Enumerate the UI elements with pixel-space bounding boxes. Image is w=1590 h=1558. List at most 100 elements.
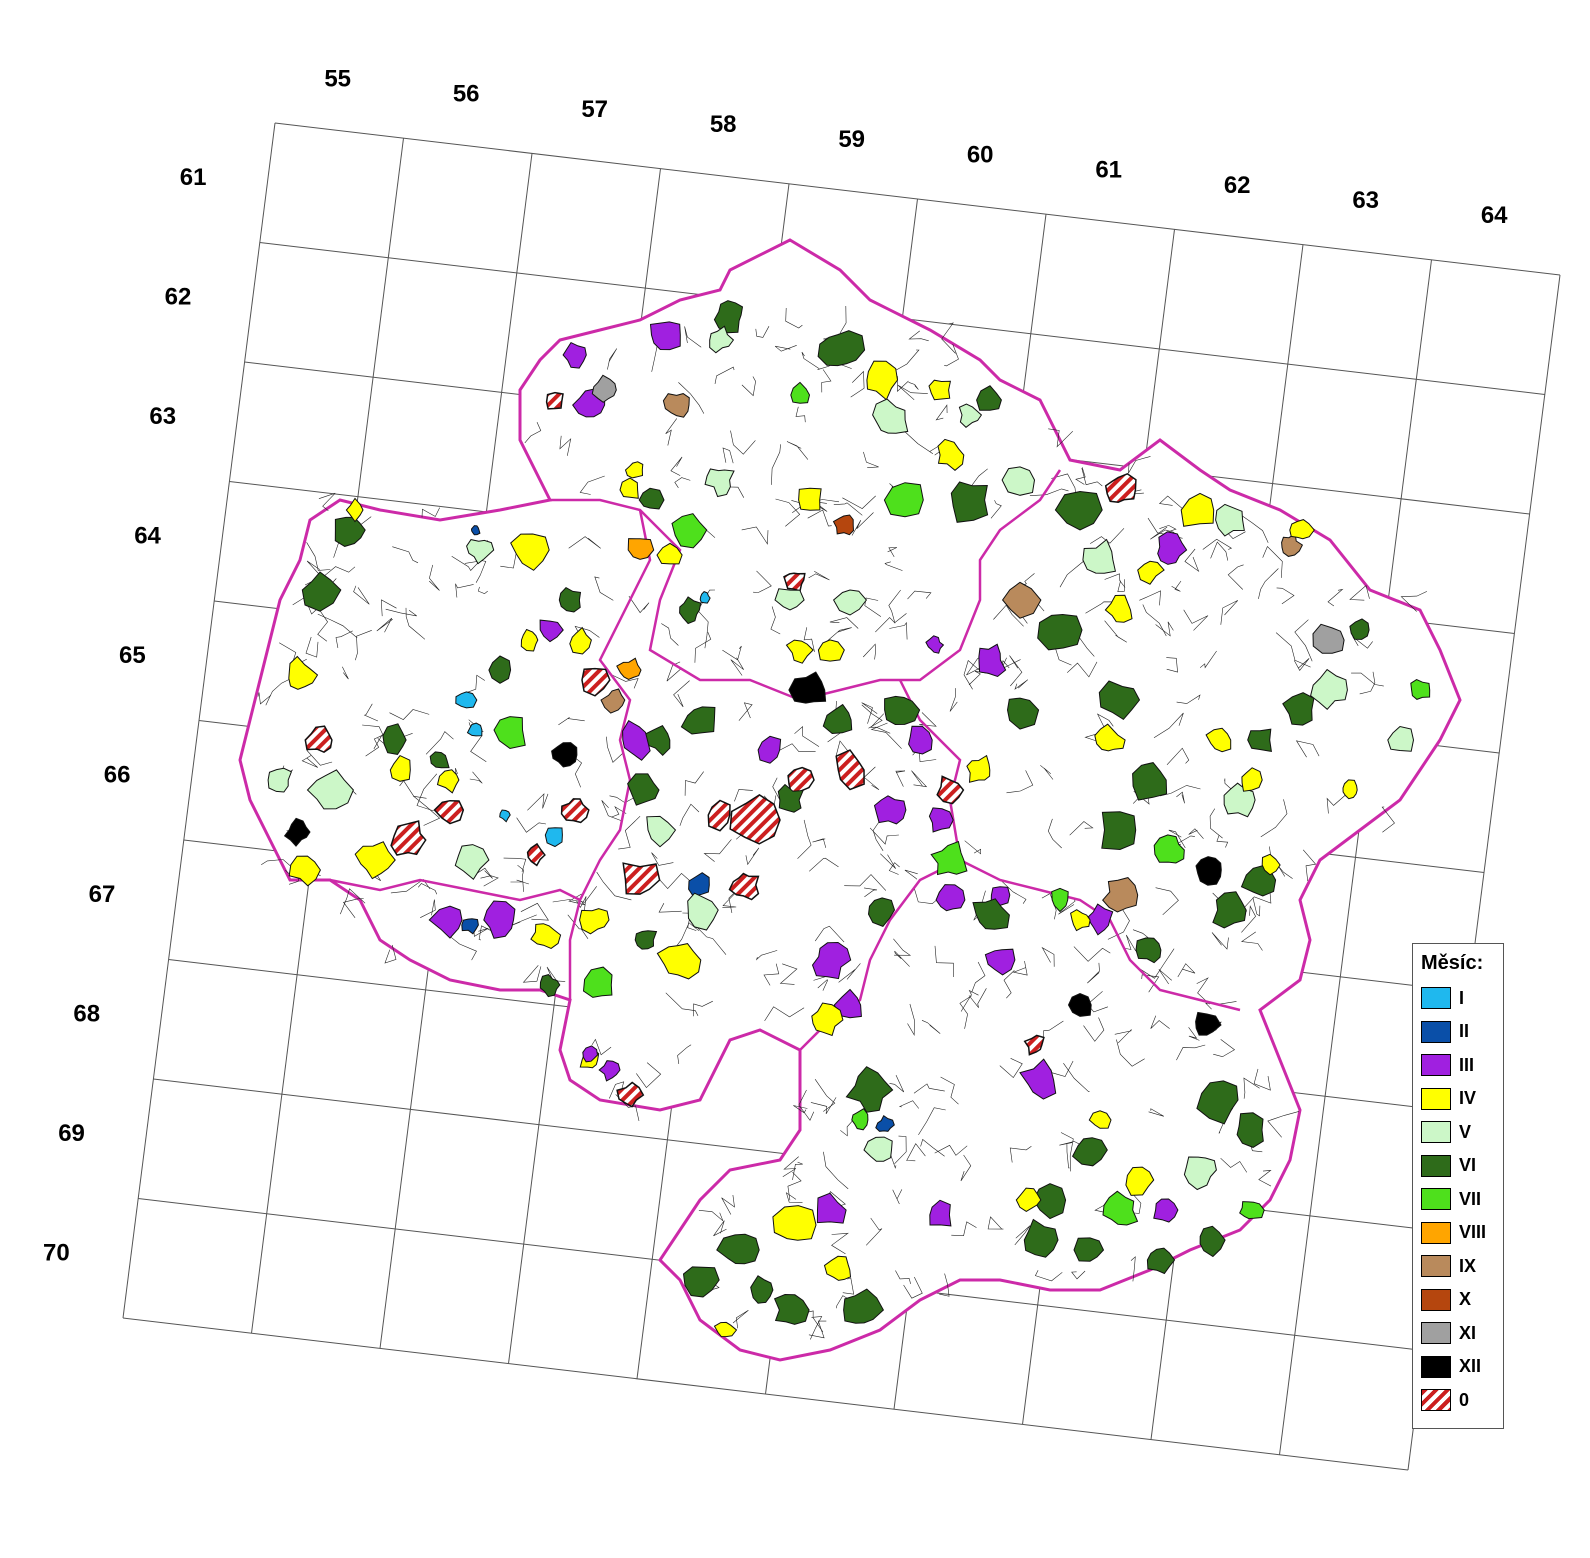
municipality-patch [817, 639, 845, 662]
municipality-patch [288, 655, 319, 690]
municipality-patch [306, 769, 354, 810]
municipality-boundary [1073, 946, 1111, 962]
municipality-boundary [546, 966, 566, 983]
municipality-patch [582, 966, 613, 998]
municipality-boundary [770, 606, 781, 635]
municipality-patch [1212, 891, 1247, 929]
municipality-boundary [797, 819, 812, 859]
municipality-patch [429, 751, 450, 769]
municipality-boundary [1216, 835, 1229, 848]
municipality-patch [833, 988, 862, 1019]
municipality-boundary [1034, 1270, 1063, 1282]
municipality-boundary [1176, 791, 1185, 804]
municipality-boundary [889, 621, 908, 640]
municipality-boundary [524, 421, 542, 444]
municipality-patch [822, 703, 853, 735]
municipality-patch [1157, 531, 1188, 565]
municipality-boundary [829, 617, 859, 629]
municipality-boundary [342, 898, 364, 918]
legend-swatch [1421, 1154, 1451, 1177]
municipality-patch [530, 923, 562, 949]
municipality-patch [1051, 887, 1069, 913]
municipality-boundary [697, 609, 709, 649]
municipality-patch [539, 974, 561, 998]
municipality-patch [699, 591, 711, 604]
municipality-boundary [817, 979, 828, 991]
municipality-boundary [1083, 1017, 1105, 1042]
legend-label: IX [1459, 1255, 1477, 1276]
municipality-boundary [880, 853, 896, 869]
municipality-boundary [609, 1081, 625, 1099]
municipality-patch [436, 769, 460, 794]
municipality-boundary [738, 702, 753, 721]
municipality-patch [1102, 877, 1139, 913]
municipality-patch [545, 391, 564, 410]
municipality-boundary [803, 627, 815, 652]
municipality-boundary [1159, 525, 1177, 532]
municipality-boundary [1252, 897, 1261, 917]
municipality-patch [1342, 779, 1358, 800]
municipality-boundary [607, 348, 618, 370]
municipality-patch [470, 525, 481, 536]
legend-label: VIII [1459, 1222, 1487, 1242]
municipality-boundary [1184, 548, 1200, 573]
municipality-boundary [1066, 1144, 1070, 1169]
row-label: 62 [165, 283, 192, 310]
municipality-boundary [935, 404, 948, 421]
municipality-patch [488, 655, 512, 684]
municipality-patch [526, 842, 546, 867]
municipality-boundary [838, 963, 861, 983]
municipality-boundary [785, 307, 803, 329]
municipality-patch [823, 1255, 852, 1281]
municipality-boundary [693, 1000, 713, 1017]
municipality-patch [687, 892, 719, 931]
municipality-boundary [1188, 828, 1204, 839]
municipality-boundary [808, 1320, 827, 1339]
municipality-patch [582, 1045, 599, 1063]
municipality-boundary [628, 595, 650, 614]
municipality-boundary [745, 847, 760, 866]
municipality-boundary [741, 376, 756, 397]
municipality-boundary [413, 795, 441, 826]
municipality-boundary [782, 1156, 799, 1178]
municipality-boundary [889, 1074, 905, 1093]
municipality-boundary [1302, 849, 1317, 882]
municipality-boundary [911, 770, 928, 788]
municipality-patch [622, 720, 651, 761]
municipality-boundary [1171, 580, 1182, 592]
municipality-patch [811, 1002, 844, 1037]
municipality-boundary [870, 713, 891, 734]
municipality-patch [649, 321, 681, 351]
legend-item: VII [1421, 1187, 1481, 1211]
municipality-boundary [703, 839, 732, 862]
municipality-patch [1104, 594, 1133, 623]
municipality-patch [1070, 909, 1091, 932]
municipality-boundary [516, 817, 547, 833]
row-label: 69 [58, 1120, 85, 1147]
municipality-patch [958, 403, 983, 428]
municipality-boundary [1166, 657, 1178, 673]
municipality-boundary [807, 509, 832, 527]
column-label: 55 [324, 65, 351, 92]
municipality-boundary [1188, 1027, 1200, 1041]
municipality-boundary [814, 1079, 836, 1112]
municipality-patch [1023, 1034, 1045, 1056]
municipality-boundary [850, 370, 865, 398]
municipality-boundary [305, 636, 319, 658]
municipality-boundary [898, 1100, 920, 1109]
municipality-boundary [1168, 829, 1186, 849]
municipality-boundary [673, 680, 690, 708]
municipality-patch [579, 908, 610, 935]
legend-item: XII [1421, 1355, 1481, 1379]
municipality-patch [551, 742, 578, 768]
municipality-patch [656, 542, 683, 565]
municipality-boundary [698, 1210, 724, 1222]
municipality-boundary [755, 950, 778, 961]
municipality-patch [433, 799, 465, 825]
municipality-boundary [990, 500, 1002, 519]
municipality-boundary [1243, 1077, 1260, 1099]
municipality-boundary [362, 724, 383, 749]
municipality-boundary [674, 477, 691, 488]
municipality-boundary [839, 305, 847, 334]
municipality-boundary [1150, 526, 1175, 540]
